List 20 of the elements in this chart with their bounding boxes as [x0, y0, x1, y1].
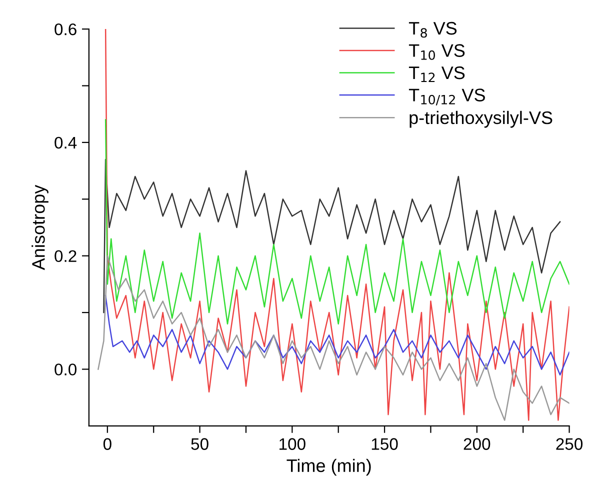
x-axis-title: Time (min) — [286, 458, 371, 476]
legend-label: T$_{10/12}$ VS — [408, 88, 485, 106]
legend-label: T$_{12}$ VS — [408, 66, 465, 82]
x-tick-label: 250 — [556, 438, 583, 450]
legend-label: T$_{8}$ VS — [408, 22, 457, 38]
y-tick-label: 0.6 — [54, 23, 76, 36]
x-tick-label: 50 — [191, 438, 208, 450]
x-tick-label: 0 — [103, 438, 112, 450]
y-tick-label: 0.2 — [54, 250, 76, 262]
y-tick-label: 0.4 — [54, 136, 77, 149]
legend-label: T$_{10}$ VS — [408, 44, 465, 60]
line-series — [104, 294, 570, 376]
x-tick-label: 150 — [372, 438, 398, 450]
line-series — [103, 158, 561, 314]
y-axis-title: Anisotropy — [32, 184, 48, 270]
y-tick-label: 0.0 — [54, 364, 76, 376]
x-tick-label: 100 — [280, 438, 306, 450]
line-series — [98, 255, 570, 421]
x-tick-label: 200 — [464, 438, 490, 450]
legend-label: p-triethoxysilyl-VS — [410, 110, 552, 128]
